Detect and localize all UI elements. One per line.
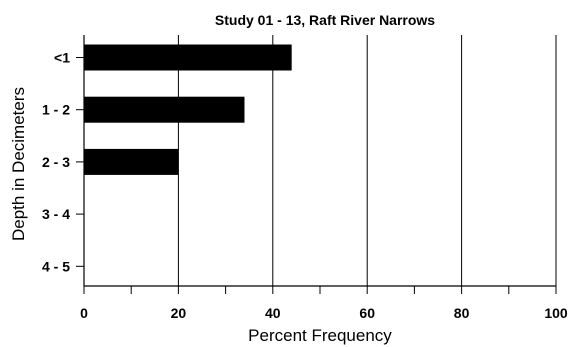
x-tick-label-60: 60 xyxy=(359,305,375,321)
gridlines xyxy=(177,35,557,286)
bars xyxy=(84,44,292,175)
x-axis: 0 20 40 60 80 100 xyxy=(80,285,568,321)
y-tick-label-4: 4 - 5 xyxy=(42,258,70,274)
y-tick-label-1: 1 - 2 xyxy=(42,102,70,118)
x-tick-label-40: 40 xyxy=(265,305,281,321)
y-axis-title: Depth in Decimeters xyxy=(9,87,28,241)
x-axis-title: Percent Frequency xyxy=(248,326,392,345)
y-tick-label-2: 2 - 3 xyxy=(42,154,70,170)
bar-0 xyxy=(84,44,292,71)
y-axis: <1 1 - 2 2 - 3 3 - 4 4 - 5 xyxy=(42,35,85,286)
bar-2 xyxy=(84,148,179,175)
chart-title: Study 01 - 13, Raft River Narrows xyxy=(215,12,435,28)
x-tick-label-0: 0 xyxy=(80,305,88,321)
y-tick-label-0: <1 xyxy=(54,50,70,66)
x-tick-label-100: 100 xyxy=(544,305,568,321)
y-tick-label-3: 3 - 4 xyxy=(42,206,70,222)
x-tick-label-80: 80 xyxy=(454,305,470,321)
x-tick-label-20: 20 xyxy=(171,305,187,321)
bar-1 xyxy=(84,96,245,123)
